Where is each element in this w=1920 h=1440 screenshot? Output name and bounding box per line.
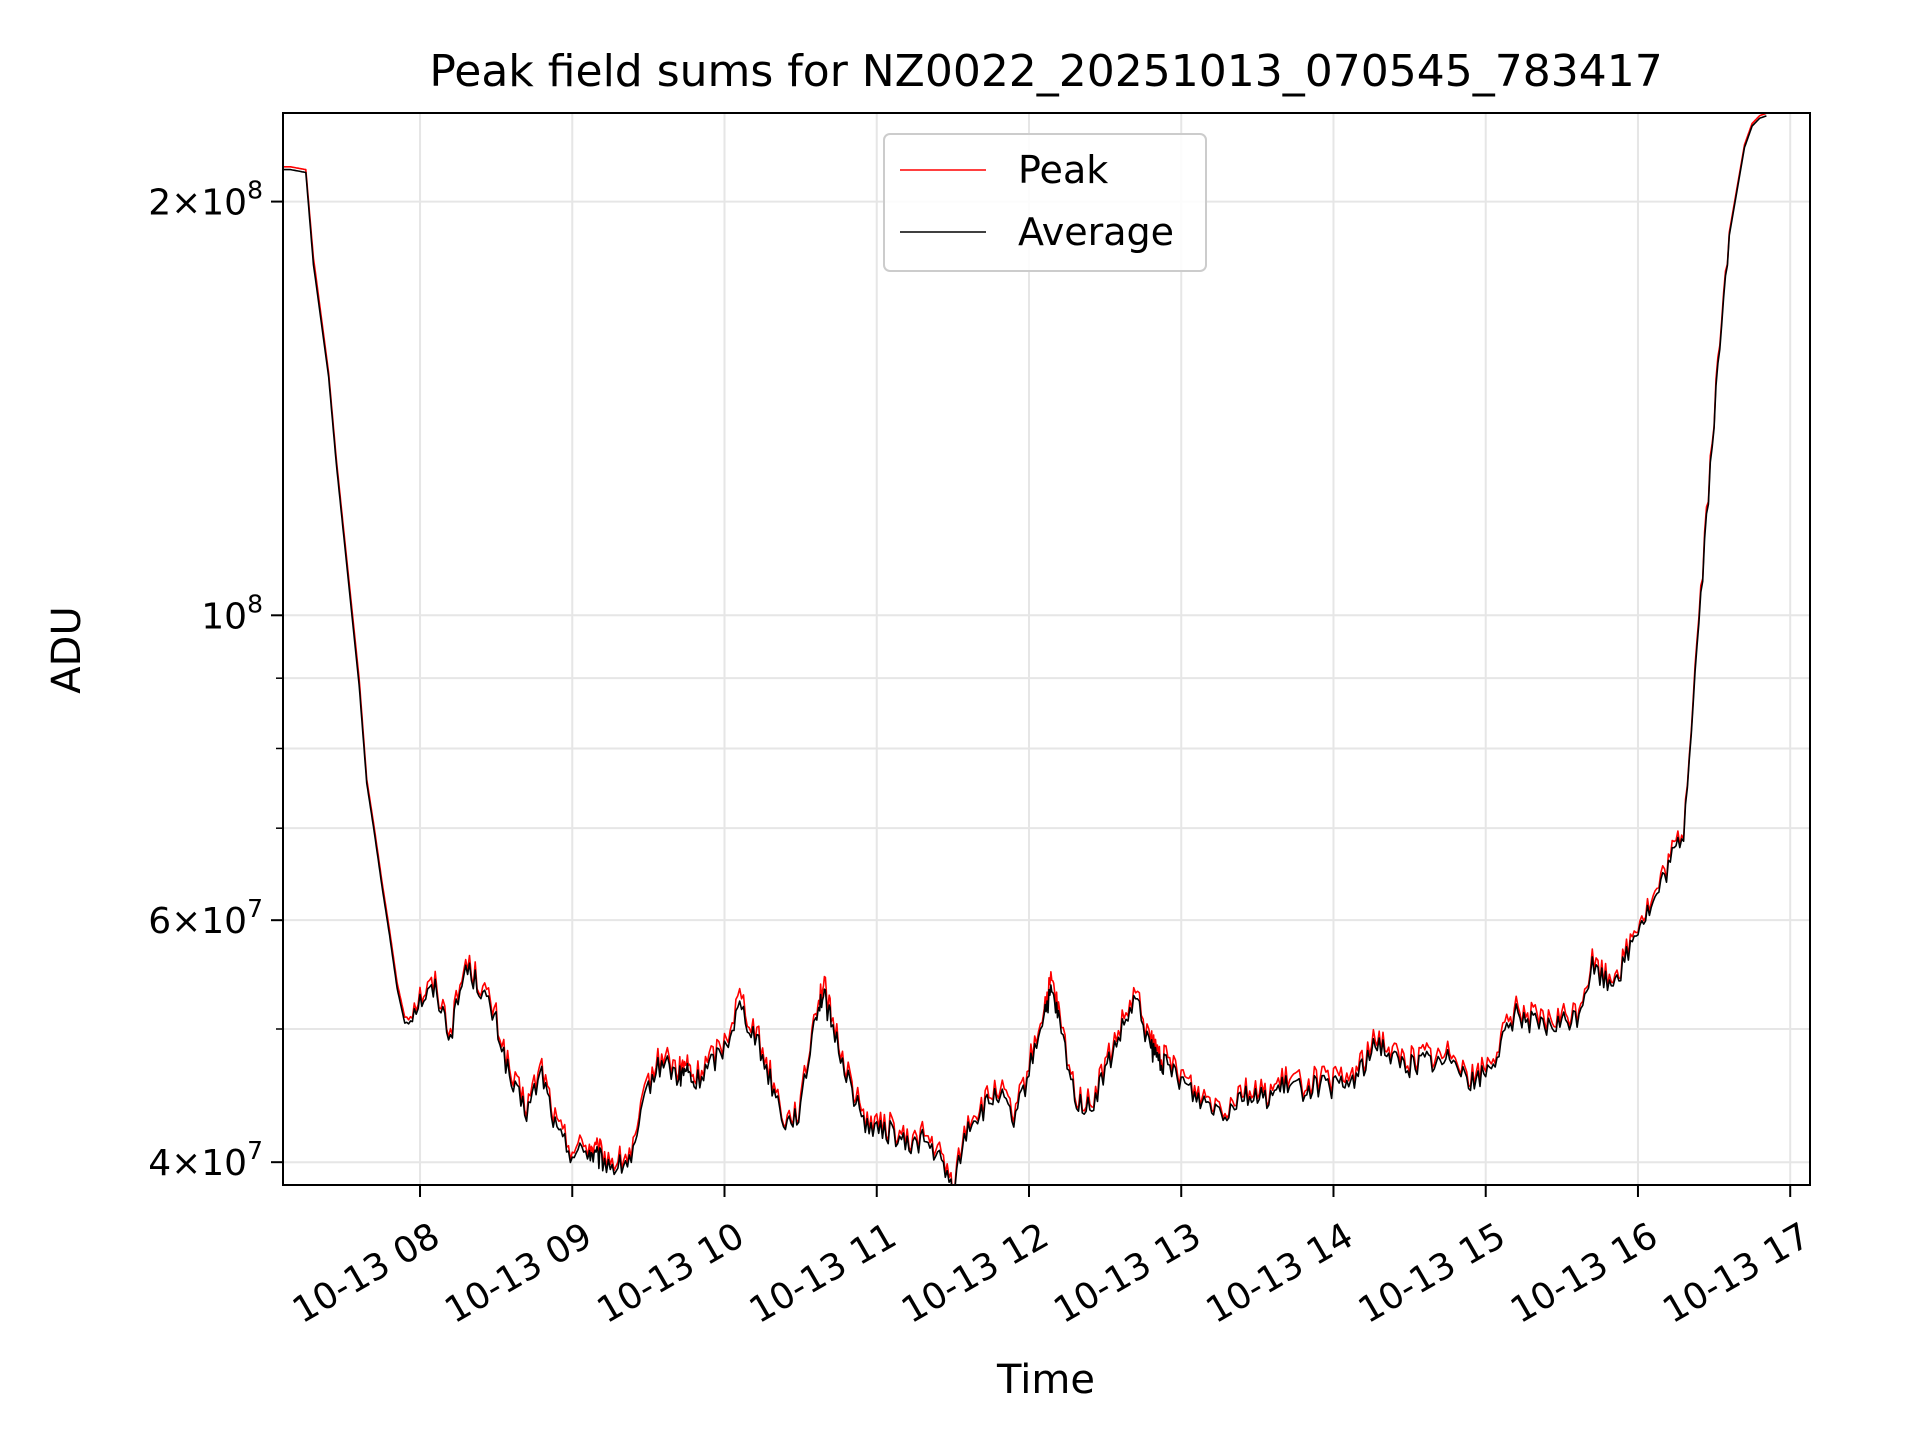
grid bbox=[283, 113, 1810, 1185]
plot-frame bbox=[282, 112, 1811, 1186]
chart-title: Peak field sums for NZ0022_20251013_0705… bbox=[429, 46, 1662, 97]
legend-box bbox=[883, 133, 1207, 272]
legend-label-peak: Peak bbox=[1018, 148, 1108, 192]
legend-label-average: Average bbox=[1018, 210, 1174, 254]
y-tick-label: 4×107 bbox=[148, 1136, 263, 1184]
series-line-average bbox=[283, 115, 1767, 1185]
series-layer bbox=[283, 113, 1767, 1185]
y-tick-label: 108 bbox=[201, 589, 263, 637]
x-axis-label: Time bbox=[996, 1357, 1095, 1403]
y-axis: 4×107 6×107 108 2×108 bbox=[148, 176, 283, 1184]
legend: Peak Average bbox=[883, 133, 1207, 272]
y-axis-label: ADU bbox=[44, 606, 90, 693]
series-line-peak bbox=[283, 113, 1767, 1185]
y-tick-label: 6×107 bbox=[148, 894, 263, 942]
y-tick-label: 2×108 bbox=[148, 176, 263, 224]
